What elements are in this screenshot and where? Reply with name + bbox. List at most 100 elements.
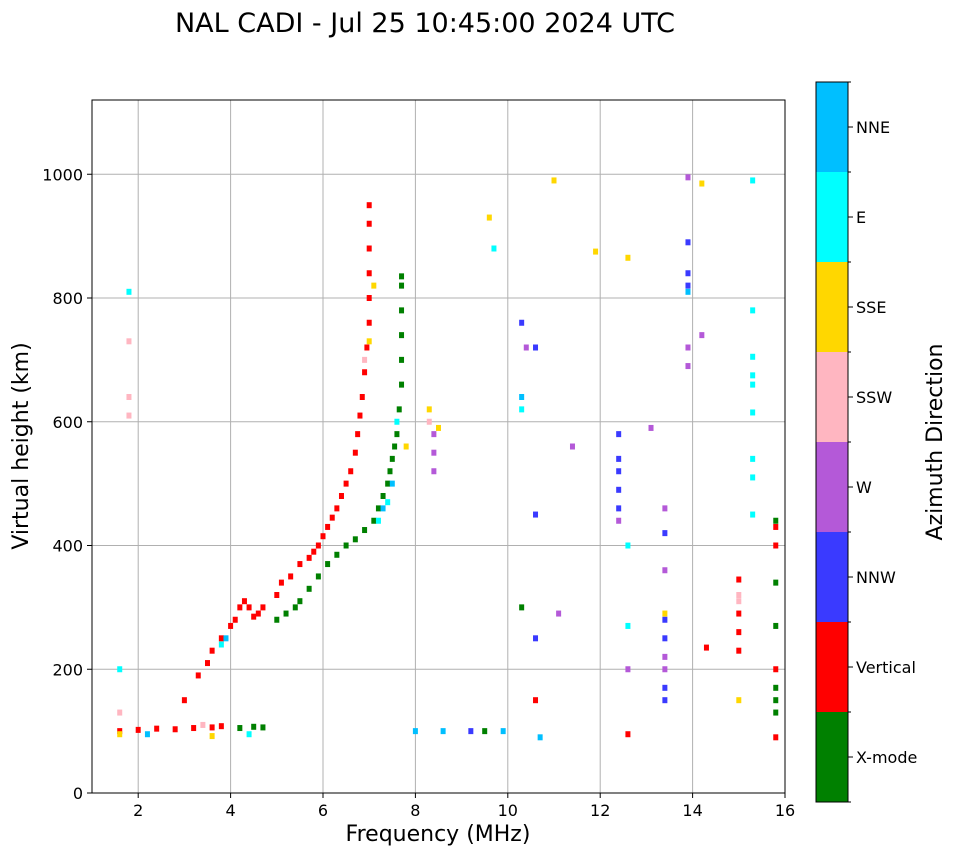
data-point: [750, 474, 756, 481]
x-tick-label: 4: [226, 801, 236, 820]
colorbar-label: NNE: [856, 118, 890, 137]
data-point: [117, 731, 123, 738]
data-point: [228, 622, 234, 629]
colorbar-label: E: [856, 208, 866, 227]
data-point: [274, 616, 280, 623]
data-point: [278, 579, 284, 586]
data-point: [357, 412, 363, 419]
data-point: [625, 542, 631, 549]
data-point: [662, 697, 668, 704]
data-point: [662, 684, 668, 691]
data-point: [394, 418, 400, 425]
data-point: [144, 731, 150, 738]
data-point: [662, 505, 668, 512]
data-point: [200, 721, 206, 728]
data-point: [181, 697, 187, 704]
data-point: [662, 653, 668, 660]
data-point: [685, 239, 691, 246]
x-tick-label: 6: [318, 801, 328, 820]
data-point: [334, 505, 340, 512]
data-point: [736, 629, 742, 636]
data-point: [237, 604, 243, 611]
data-point: [648, 424, 654, 431]
x-axis-label: Frequency (MHz): [346, 822, 531, 847]
data-point: [662, 635, 668, 642]
colorbar-segment: [816, 352, 848, 442]
colorbar-segment: [816, 82, 848, 172]
data-point: [246, 731, 252, 738]
data-point: [616, 517, 622, 524]
data-point: [491, 245, 497, 252]
data-point: [260, 724, 266, 731]
data-point: [773, 622, 779, 629]
data-point: [750, 353, 756, 360]
data-point: [736, 697, 742, 704]
grid-lines: [92, 100, 786, 794]
data-point: [616, 455, 622, 462]
data-point: [662, 616, 668, 623]
data-point: [482, 728, 488, 735]
data-point: [736, 592, 742, 598]
data-point: [126, 288, 132, 295]
data-point: [366, 338, 372, 345]
data-point: [366, 270, 372, 277]
data-point: [519, 394, 525, 400]
data-point: [736, 610, 742, 617]
data-point: [394, 431, 400, 438]
x-tick-label: 2: [133, 801, 143, 820]
data-point: [431, 431, 437, 438]
data-point: [593, 248, 599, 255]
data-point: [685, 282, 691, 289]
data-point: [260, 604, 266, 611]
plot-frame: [91, 99, 786, 794]
data-point: [375, 505, 381, 512]
data-point: [311, 548, 317, 555]
data-point: [519, 406, 525, 413]
data-point: [325, 561, 331, 568]
data-point: [218, 723, 224, 730]
data-point: [334, 551, 340, 558]
data-point: [750, 372, 756, 379]
data-point: [380, 505, 386, 512]
data-point: [569, 443, 575, 450]
data-point: [750, 511, 756, 518]
colorbar-segment: [816, 532, 848, 622]
data-point: [468, 728, 474, 735]
data-point: [773, 579, 779, 586]
data-point: [191, 725, 197, 732]
colorbar-label: W: [856, 478, 872, 497]
data-point: [380, 493, 386, 499]
data-point: [750, 307, 756, 314]
data-point: [486, 214, 492, 221]
data-point: [126, 412, 132, 419]
data-point: [625, 254, 631, 261]
data-point: [251, 613, 257, 620]
y-tick-label: 800: [52, 289, 83, 308]
data-point: [338, 493, 344, 499]
data-point: [431, 449, 437, 456]
data-point: [699, 332, 705, 339]
data-point: [292, 604, 298, 611]
data-point: [426, 406, 432, 413]
data-point: [343, 480, 349, 487]
data-point: [736, 576, 742, 583]
data-point: [533, 635, 539, 642]
data-point: [359, 394, 365, 400]
data-point: [773, 697, 779, 704]
y-tick-label: 600: [52, 413, 83, 432]
data-point: [500, 728, 506, 735]
data-point: [662, 567, 668, 574]
data-point: [773, 666, 779, 673]
y-tick-label: 400: [52, 537, 83, 556]
data-point: [750, 409, 756, 416]
data-point: [703, 644, 709, 651]
data-point: [218, 641, 224, 648]
x-axis-ticks: 2 4 6 8 10 12 14 16: [133, 793, 795, 820]
data-point: [246, 604, 252, 611]
data-point: [343, 542, 349, 549]
data-point: [297, 598, 303, 605]
y-tick-label: 200: [52, 660, 83, 679]
data-point: [537, 734, 543, 741]
data-point: [223, 635, 229, 642]
